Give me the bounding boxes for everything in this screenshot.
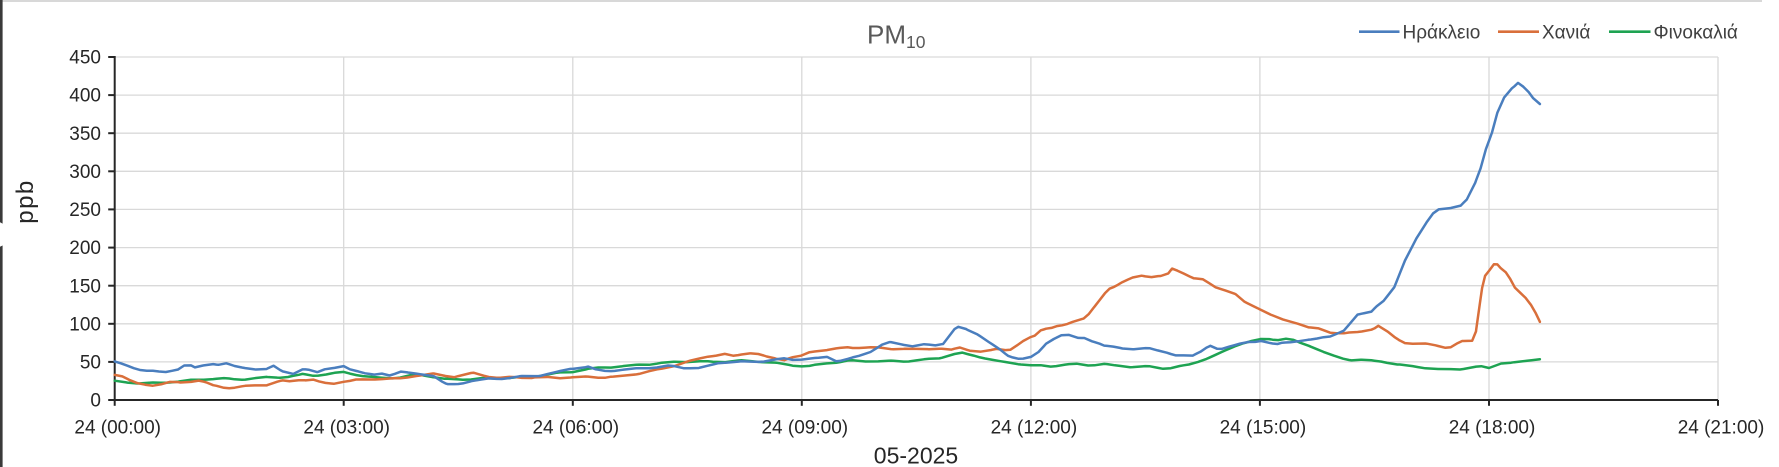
svg-text:05-2025: 05-2025 bbox=[874, 443, 958, 467]
svg-text:100: 100 bbox=[69, 314, 101, 335]
svg-text:50: 50 bbox=[80, 353, 101, 374]
svg-text:Φινοκαλιά: Φινοκαλιά bbox=[1654, 23, 1738, 44]
svg-text:24 (12:00): 24 (12:00) bbox=[991, 418, 1078, 439]
svg-text:450: 450 bbox=[69, 48, 101, 69]
svg-text:150: 150 bbox=[69, 276, 101, 297]
svg-text:0: 0 bbox=[90, 391, 101, 412]
svg-text:24 (03:00): 24 (03:00) bbox=[303, 418, 390, 439]
svg-text:250: 250 bbox=[69, 200, 101, 221]
svg-text:24 (00:00): 24 (00:00) bbox=[74, 418, 161, 439]
svg-text:24 (09:00): 24 (09:00) bbox=[761, 418, 848, 439]
svg-text:24 (18:00): 24 (18:00) bbox=[1449, 418, 1536, 439]
svg-text:Ηράκλειο: Ηράκλειο bbox=[1403, 23, 1481, 44]
svg-text:Χανιά: Χανιά bbox=[1542, 23, 1590, 44]
svg-text:350: 350 bbox=[69, 124, 101, 145]
svg-text:200: 200 bbox=[69, 238, 101, 259]
svg-text:24 (06:00): 24 (06:00) bbox=[532, 418, 619, 439]
svg-text:24 (21:00): 24 (21:00) bbox=[1678, 418, 1765, 439]
svg-text:ppb: ppb bbox=[12, 179, 39, 224]
svg-text:400: 400 bbox=[69, 86, 101, 107]
svg-text:24 (15:00): 24 (15:00) bbox=[1220, 418, 1307, 439]
svg-text:300: 300 bbox=[69, 162, 101, 183]
